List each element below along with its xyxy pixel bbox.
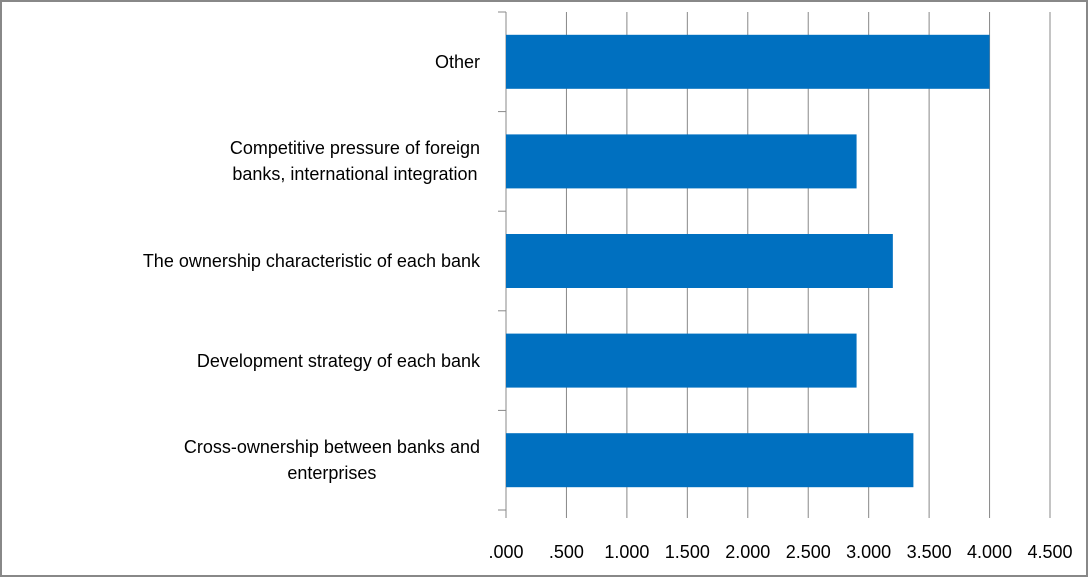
x-tick-label: 4.000	[967, 542, 1012, 562]
category-label-box: The ownership characteristic of each ban…	[10, 211, 480, 311]
bar	[506, 333, 857, 388]
x-tick-label: 1.000	[604, 542, 649, 562]
x-tick-label: 2.000	[725, 542, 770, 562]
y-tick-label: Competitive pressure of foreign banks, i…	[229, 138, 480, 185]
bar	[506, 433, 914, 488]
y-tick-label: Cross-ownership between banks and enterp…	[183, 437, 480, 484]
bar	[506, 34, 990, 89]
category-label-box: Development strategy of each bank	[10, 311, 480, 411]
x-tick-label: 4.500	[1027, 542, 1072, 562]
x-tick-label: 3.000	[846, 542, 891, 562]
y-tick-label: The ownership characteristic of each ban…	[142, 250, 480, 271]
y-tick-label: Development strategy of each bank	[196, 350, 480, 371]
category-label-box: Other	[10, 12, 480, 112]
x-tick-label: 2.500	[786, 542, 831, 562]
bar	[506, 234, 893, 288]
category-label-box: Competitive pressure of foreign banks, i…	[10, 112, 480, 212]
category-label-box: Cross-ownership between banks and enterp…	[10, 410, 480, 510]
x-tick-label: 3.500	[907, 542, 952, 562]
x-tick-label: .000	[488, 542, 523, 562]
y-tick-label: Other	[434, 51, 480, 72]
bar	[506, 134, 857, 189]
x-tick-label: .500	[549, 542, 584, 562]
x-tick-label: 1.500	[665, 542, 710, 562]
